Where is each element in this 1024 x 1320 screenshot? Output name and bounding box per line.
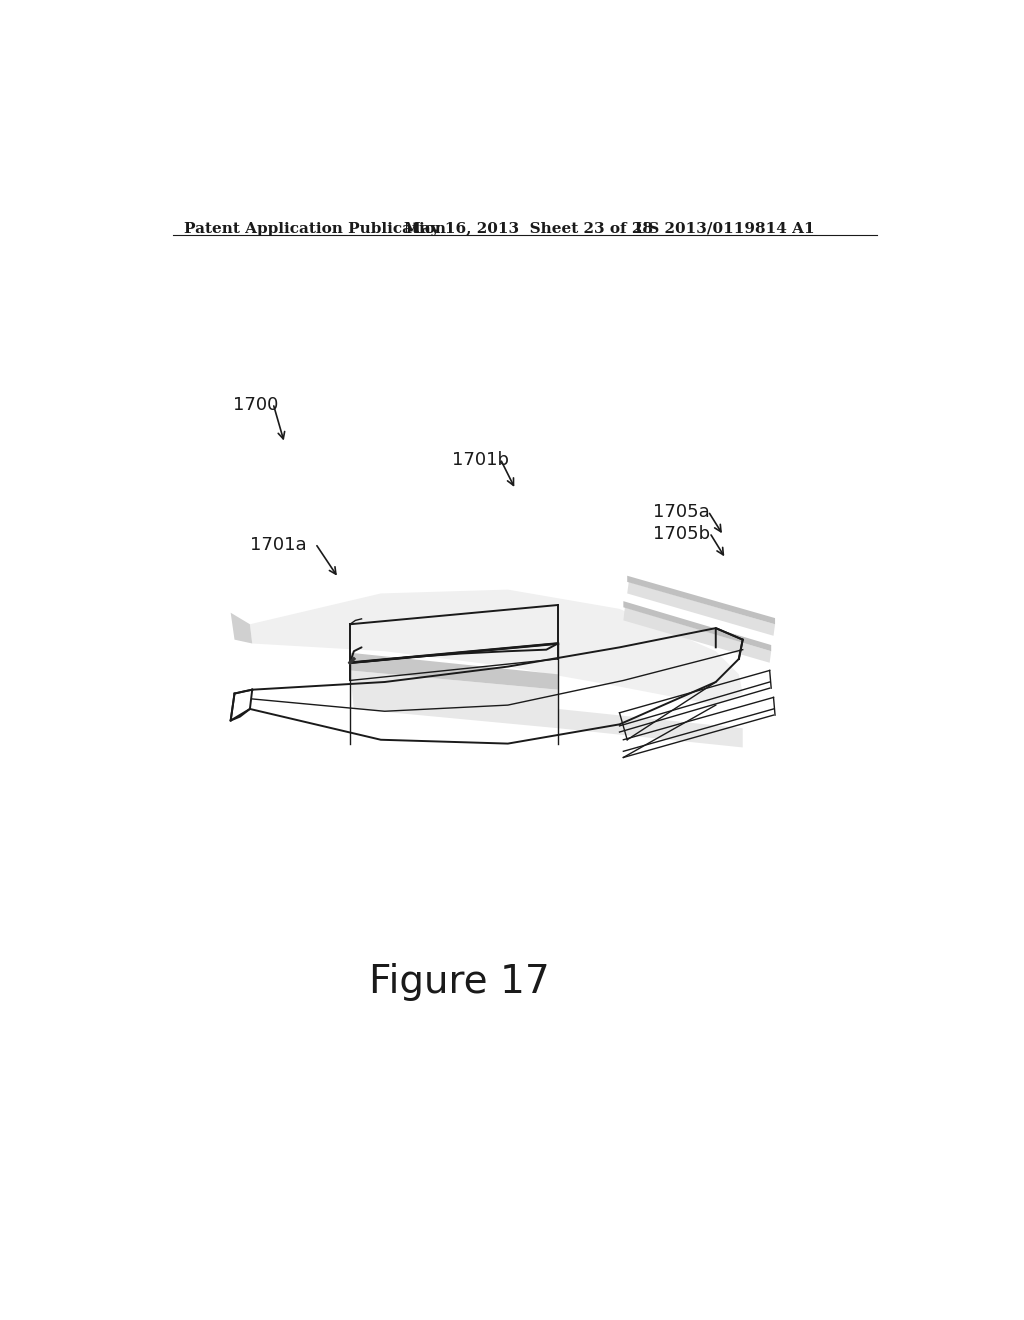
Polygon shape — [624, 607, 771, 663]
Text: Patent Application Publication: Patent Application Publication — [184, 222, 446, 235]
Polygon shape — [558, 709, 742, 747]
Polygon shape — [350, 653, 558, 689]
Polygon shape — [230, 612, 252, 644]
Polygon shape — [628, 576, 775, 624]
Text: US 2013/0119814 A1: US 2013/0119814 A1 — [635, 222, 814, 235]
Text: 1701b: 1701b — [453, 451, 509, 469]
Text: Figure 17: Figure 17 — [370, 964, 550, 1001]
Polygon shape — [624, 601, 771, 651]
Polygon shape — [350, 671, 558, 729]
Text: May 16, 2013  Sheet 23 of 28: May 16, 2013 Sheet 23 of 28 — [403, 222, 653, 235]
Text: 1701a: 1701a — [250, 536, 306, 553]
Polygon shape — [628, 582, 775, 636]
Text: 1705a: 1705a — [652, 503, 710, 521]
Text: 1700: 1700 — [233, 396, 279, 413]
Polygon shape — [250, 590, 742, 705]
Text: 1705b: 1705b — [652, 525, 710, 543]
